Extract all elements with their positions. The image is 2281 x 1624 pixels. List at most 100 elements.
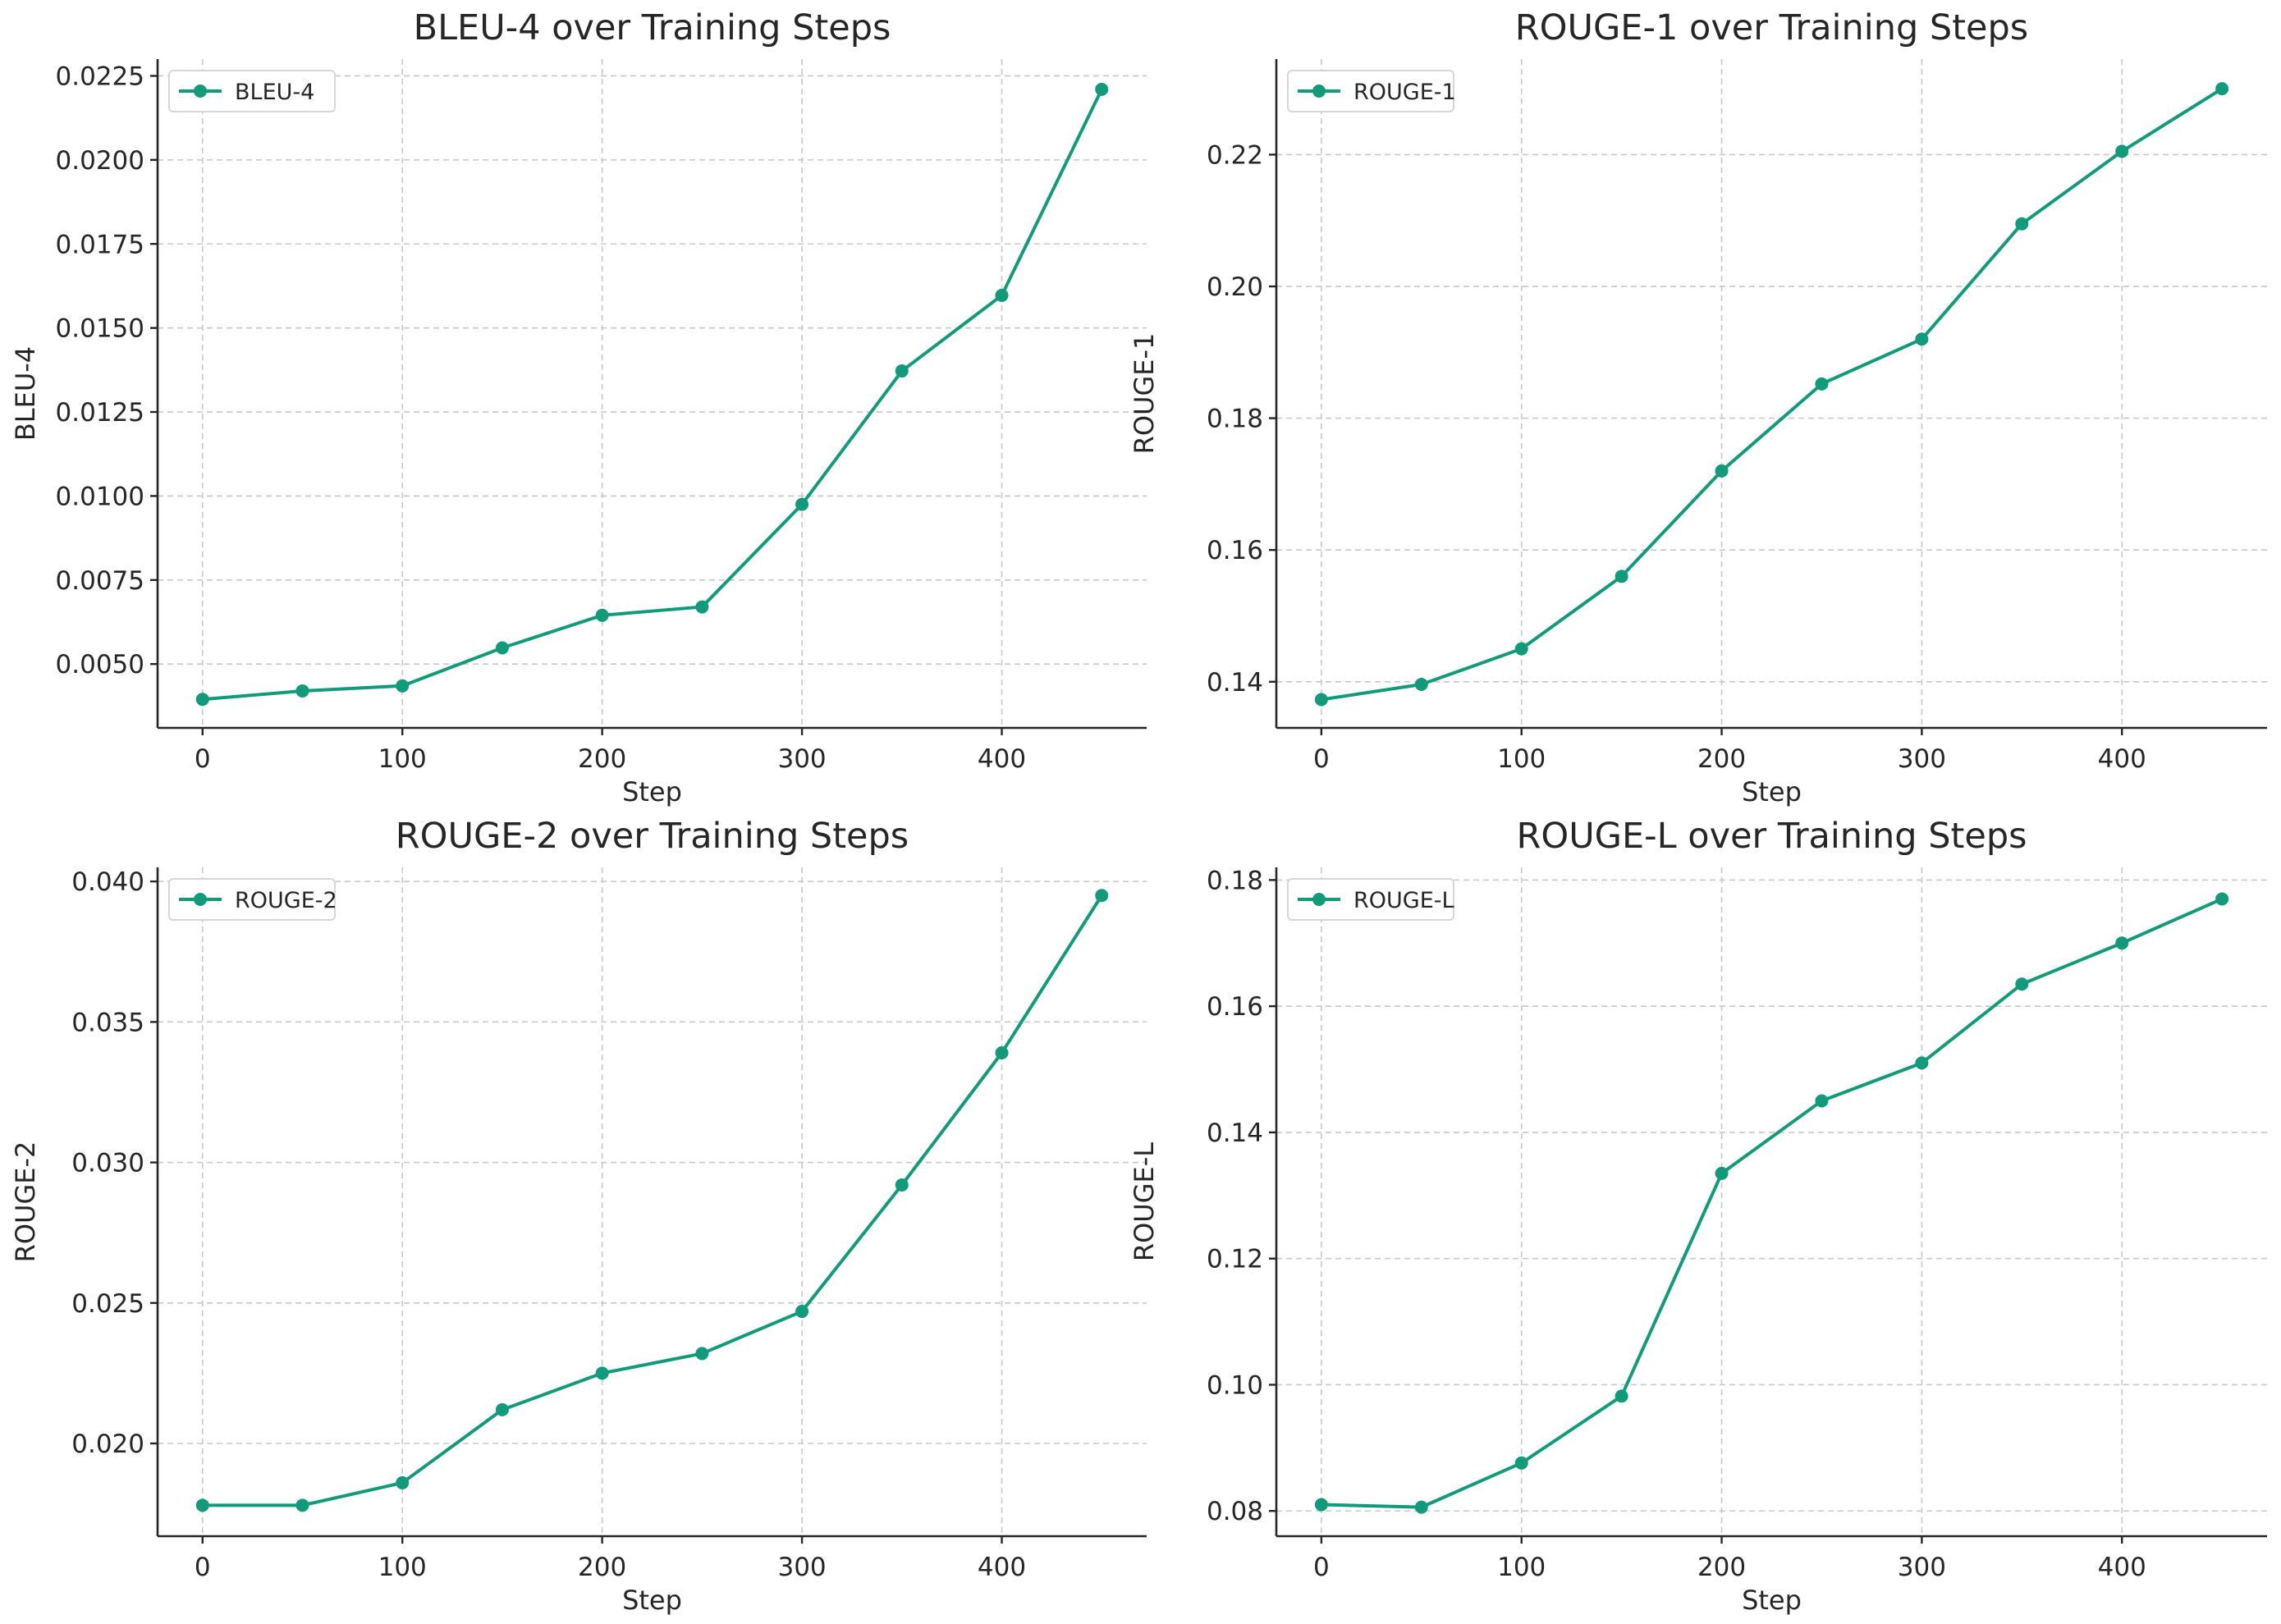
x-tick-label: 400 — [978, 744, 1026, 774]
legend: ROUGE-L — [1287, 878, 1454, 921]
data-point — [2215, 82, 2229, 96]
x-tick-label: 0 — [195, 1553, 211, 1582]
y-tick-label: 0.035 — [71, 1008, 144, 1037]
x-tick-label: 300 — [777, 744, 826, 774]
series-line — [200, 894, 1104, 1507]
y-tick-label: 0.16 — [1207, 992, 1263, 1022]
data-point — [1915, 332, 1929, 346]
data-point — [795, 1305, 809, 1319]
x-tick-label: 400 — [978, 1553, 1026, 1582]
y-tick-label: 0.025 — [71, 1289, 144, 1319]
x-tick-label: 200 — [1697, 1553, 1746, 1582]
data-point — [195, 1498, 209, 1512]
data-point — [595, 608, 609, 622]
y-tick-label: 0.0175 — [56, 230, 144, 259]
data-point — [1815, 377, 1829, 391]
series-line — [200, 87, 1104, 702]
x-tick-label: 0 — [1313, 744, 1330, 774]
x-tick-label: 200 — [578, 744, 626, 774]
chart-rouge-1: 0 100 200 300 400 0.14 0.16 0.18 0.20 0.22 ROUGE-1… — [1129, 7, 2267, 807]
legend: BLEU-4 — [168, 70, 336, 112]
y-tick-label: 0.0050 — [56, 650, 144, 679]
x-tick-label: 100 — [378, 1553, 427, 1582]
y-tick-label: 0.08 — [1207, 1497, 1263, 1526]
data-point — [2015, 217, 2029, 231]
data-point — [2015, 977, 2029, 991]
x-tick-label: 300 — [777, 1553, 826, 1582]
data-point — [1815, 1094, 1829, 1108]
x-tick-label: 300 — [1898, 1553, 1946, 1582]
chart-title: ROUGE-L over Training Steps — [1516, 816, 2027, 857]
x-axis-label: Step — [1742, 776, 1802, 807]
y-tick-label: 0.14 — [1207, 668, 1263, 698]
chart-bleu-4: 0 100 200 300 400 0.0050 0.0075 0.0100 0.0125 0.0… — [10, 7, 1147, 807]
series-line — [1319, 897, 2224, 1509]
x-tick-label: 200 — [578, 1553, 626, 1582]
series-line — [1319, 87, 2224, 702]
y-axis-label: ROUGE-1 — [1129, 333, 1160, 455]
data-point — [695, 600, 709, 614]
y-tick-label: 0.12 — [1207, 1245, 1263, 1274]
legend-marker-swatch — [194, 893, 207, 906]
data-point — [1314, 1498, 1328, 1512]
x-tick-label: 100 — [378, 744, 427, 774]
data-point — [695, 1347, 709, 1361]
y-tick-label: 0.0150 — [56, 314, 144, 344]
data-point — [895, 1178, 909, 1192]
data-point — [995, 288, 1009, 302]
data-point — [995, 1046, 1009, 1060]
legend-label: ROUGE-2 — [235, 888, 337, 913]
data-point — [195, 693, 209, 707]
y-tick-label: 0.14 — [1207, 1119, 1263, 1148]
data-point — [1514, 642, 1528, 656]
data-point — [895, 364, 909, 378]
data-point — [1615, 1389, 1628, 1403]
chart-title: BLEU-4 over Training Steps — [414, 7, 891, 48]
data-point — [1414, 1500, 1428, 1514]
y-tick-label: 0.0100 — [56, 482, 144, 511]
legend-frame — [1287, 70, 1454, 112]
legend-label: BLEU-4 — [235, 80, 314, 105]
data-point — [1414, 678, 1428, 692]
x-tick-label: 0 — [195, 744, 211, 774]
data-point — [1514, 1456, 1528, 1470]
chart-rouge-l: 0 100 200 300 400 0.08 0.10 0.12 0.14 0.16 0.18 ROU… — [1129, 816, 2267, 1616]
x-tick-label: 100 — [1497, 1553, 1546, 1582]
chart-title: ROUGE-1 over Training Steps — [1515, 7, 2028, 48]
y-axis-label: ROUGE-L — [1129, 1142, 1160, 1261]
data-point — [1095, 889, 1109, 903]
y-tick-label: 0.22 — [1207, 140, 1263, 170]
data-point — [1915, 1056, 1929, 1070]
legend-frame — [168, 878, 336, 921]
y-tick-label: 0.0225 — [56, 62, 144, 91]
y-tick-label: 0.020 — [71, 1430, 144, 1459]
chart-title: ROUGE-2 over Training Steps — [396, 816, 909, 857]
y-tick-label: 0.10 — [1207, 1370, 1263, 1400]
chart-rouge-2: 0 100 200 300 400 0.020 0.025 0.030 0.035 0.040 RO… — [10, 816, 1147, 1616]
y-tick-label: 0.030 — [71, 1149, 144, 1178]
legend-label: ROUGE-1 — [1353, 80, 1456, 105]
x-axis-label: Step — [622, 1585, 682, 1616]
x-axis-label: Step — [622, 776, 682, 807]
y-tick-label: 0.040 — [71, 867, 144, 897]
y-axis-label: BLEU-4 — [10, 346, 41, 441]
y-tick-label: 0.0125 — [56, 398, 144, 428]
data-point — [2115, 936, 2129, 950]
x-tick-label: 200 — [1697, 744, 1746, 774]
y-tick-label: 0.18 — [1207, 866, 1263, 895]
data-point — [495, 641, 509, 655]
data-point — [595, 1366, 609, 1380]
legend-frame — [168, 70, 336, 112]
y-axis-label: ROUGE-2 — [10, 1141, 41, 1263]
data-point — [495, 1402, 509, 1416]
y-tick-label: 0.0075 — [56, 566, 144, 596]
x-tick-label: 400 — [2098, 1553, 2146, 1582]
data-point — [295, 684, 309, 698]
legend-frame — [1287, 878, 1454, 921]
x-tick-label: 100 — [1497, 744, 1546, 774]
x-tick-label: 0 — [1313, 1553, 1330, 1582]
y-tick-label: 0.16 — [1207, 536, 1263, 565]
y-tick-label: 0.0200 — [56, 146, 144, 176]
data-point — [1715, 464, 1729, 478]
